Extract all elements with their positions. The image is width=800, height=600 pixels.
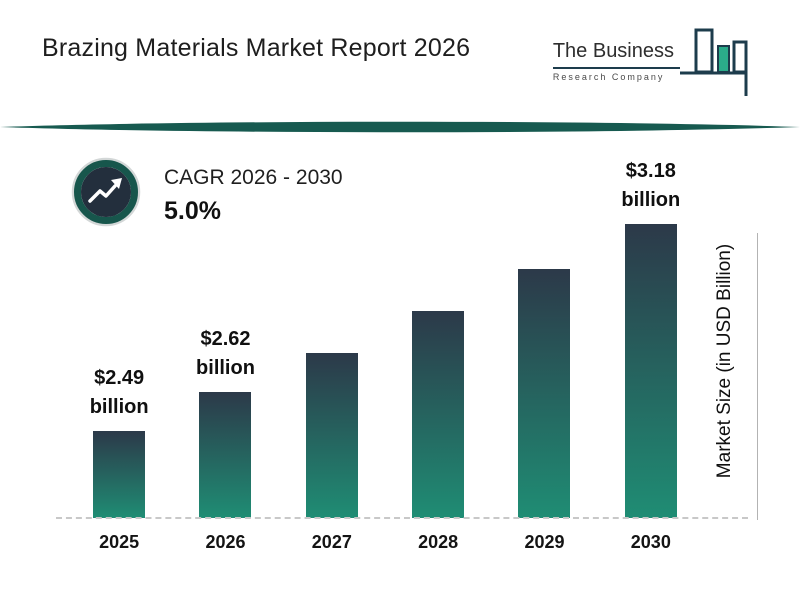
logo-text: The Business Research Company (552, 26, 680, 82)
bar (305, 353, 358, 518)
x-axis-tick-label: 2026 (205, 532, 246, 552)
logo-name: The Business (552, 40, 680, 69)
logo-subtitle: Research Company (552, 72, 665, 82)
x-axis-tick-label: 2025 (99, 532, 140, 552)
bar-chart: $2.49 billion 2025 $2.62 billion 2026 2027 2028… (66, 153, 704, 555)
page-title: Brazing Materials Market Report 2026 (42, 34, 471, 62)
x-axis-tick-label: 2027 (311, 532, 352, 552)
bar-value-label: $2.62 billion (196, 328, 255, 379)
cagr-value: 5.0% (164, 197, 221, 225)
logo-bars-icon (680, 28, 748, 96)
bar-column: $2.62 billion 2026 (172, 153, 278, 555)
cagr-section: CAGR 2026 - 2030 5.0% (70, 156, 343, 228)
bar-value-label: $2.49 billion (89, 367, 149, 418)
bar (93, 431, 146, 518)
cagr-label: CAGR 2026 - 2030 (164, 166, 343, 189)
x-axis-tick-label: 2029 (524, 532, 565, 552)
x-axis-baseline (56, 517, 748, 519)
cagr-text: CAGR 2026 - 2030 5.0% (164, 156, 343, 226)
bar (624, 224, 677, 518)
bar (199, 392, 252, 518)
bar-column: 2028 (385, 153, 491, 555)
y-axis-line (757, 233, 758, 520)
y-axis-label: Market Size (in USD Billion) (714, 243, 735, 479)
bar-column: 2029 (491, 153, 597, 555)
bar-value-label: $3.18 billion (621, 160, 681, 211)
x-axis-tick-label: 2028 (418, 532, 459, 552)
trend-arrow-icon (71, 157, 141, 227)
x-axis-tick-label: 2030 (630, 532, 671, 552)
bar (518, 269, 571, 518)
bar-column: $3.18 billion 2030 (598, 153, 704, 555)
bar (412, 311, 465, 518)
bar-column: $2.49 billion 2025 (66, 153, 172, 555)
bar-column: 2027 (279, 153, 385, 555)
divider-line (0, 121, 800, 133)
company-logo: The Business Research Company (552, 26, 752, 102)
